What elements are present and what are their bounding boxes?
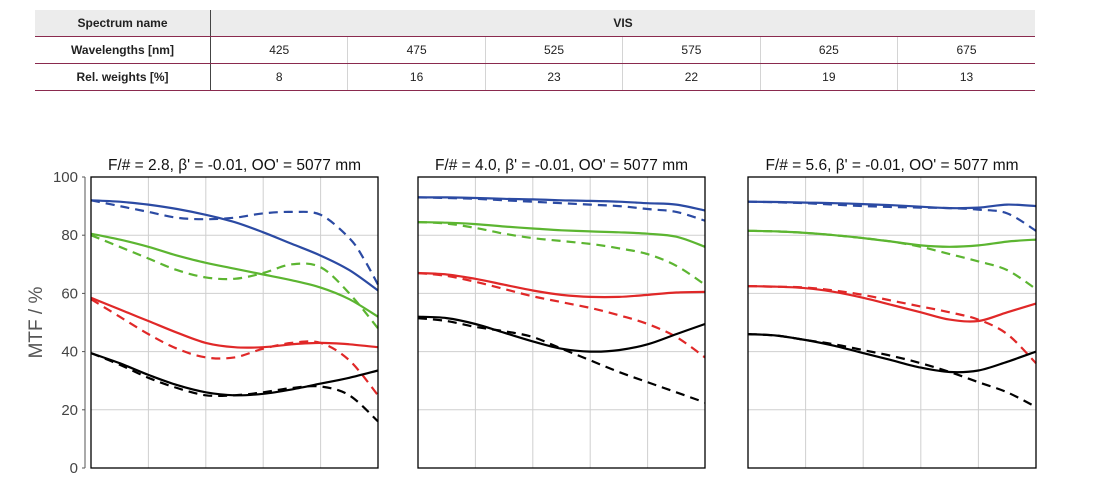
spectrum-name-label: Spectrum name — [35, 10, 211, 37]
weight-cell: 13 — [897, 63, 1035, 91]
wavelength-row: Wavelengths [nm] 425 475 525 575 625 675 — [35, 36, 1035, 64]
mtf-curve-black-solid — [90, 352, 379, 397]
chart-title: F/# = 2.8, β' = -0.01, OO' = 5077 mm — [108, 157, 361, 174]
mtf-curve-black-solid — [747, 333, 1037, 374]
y-tick-label: 40 — [61, 344, 78, 361]
mtf-curve-black-dashed — [417, 317, 706, 404]
mtf-curve-red-solid — [417, 271, 706, 299]
spectrum-table: Spectrum name VIS Wavelengths [nm] 425 4… — [35, 10, 1035, 91]
weight-cell: 23 — [485, 63, 624, 91]
chart-title: F/# = 4.0, β' = -0.01, OO' = 5077 mm — [435, 157, 688, 174]
y-tick-label: 0 — [70, 460, 78, 477]
mtf-curve-blue-dashed — [417, 196, 706, 222]
wavelength-cell: 675 — [897, 36, 1035, 64]
mtf-curve-green-dashed — [747, 229, 1037, 290]
wavelength-cell: 525 — [485, 36, 624, 64]
y-axis-label: MTF / % — [26, 287, 47, 359]
mtf-curve-blue-dashed — [90, 199, 379, 286]
wavelength-cell: 575 — [622, 36, 761, 64]
wavelength-label: Wavelengths [nm] — [35, 36, 211, 64]
mtf-curve-blue-solid — [90, 199, 379, 292]
mtf-curve-red-dashed — [90, 298, 379, 396]
weight-cell: 22 — [622, 63, 761, 91]
y-tick-label: 100 — [53, 169, 78, 186]
weight-cell: 19 — [760, 63, 899, 91]
spectrum-row: Spectrum name VIS — [35, 10, 1035, 37]
mtf-curve-green-dashed — [417, 221, 706, 286]
mtf-curve-blue-dashed — [747, 200, 1037, 232]
plot-frame — [90, 176, 379, 469]
wavelength-cell: 475 — [347, 36, 486, 64]
plot-frame — [417, 176, 706, 469]
weight-cell: 8 — [210, 63, 349, 91]
y-tick-label: 20 — [61, 402, 78, 419]
mtf-curve-green-solid — [417, 221, 706, 248]
mtf-curve-red-solid — [747, 285, 1037, 323]
y-tick-label: 80 — [61, 227, 78, 244]
plot-frame — [747, 176, 1037, 469]
mtf-curve-red-solid — [90, 296, 379, 349]
chart-title: F/# = 5.6, β' = -0.01, OO' = 5077 mm — [765, 157, 1018, 174]
mtf-curve-black-dashed — [747, 333, 1037, 408]
spectrum-name-value: VIS — [210, 10, 1035, 37]
weight-row: Rel. weights [%] 8 16 23 22 19 13 — [35, 63, 1035, 91]
mtf-curve-black-dashed — [90, 352, 379, 423]
mtf-curve-blue-solid — [747, 200, 1037, 210]
mtf-curve-green-solid — [90, 232, 379, 318]
weight-cell: 16 — [347, 63, 486, 91]
mtf-curve-red-dashed — [417, 271, 706, 359]
wavelength-cell: 425 — [210, 36, 349, 64]
mtf-curve-green-solid — [747, 229, 1037, 248]
y-tick-label: 60 — [61, 285, 78, 302]
weight-label: Rel. weights [%] — [35, 63, 211, 91]
mtf-curve-green-dashed — [90, 234, 379, 330]
wavelength-cell: 625 — [760, 36, 899, 64]
mtf-curve-black-solid — [417, 315, 706, 353]
mtf-charts: F/# = 2.8, β' = -0.01, OO' = 5077 mm 0 20 4… — [26, 157, 1037, 477]
mtf-curve-red-dashed — [747, 285, 1037, 364]
